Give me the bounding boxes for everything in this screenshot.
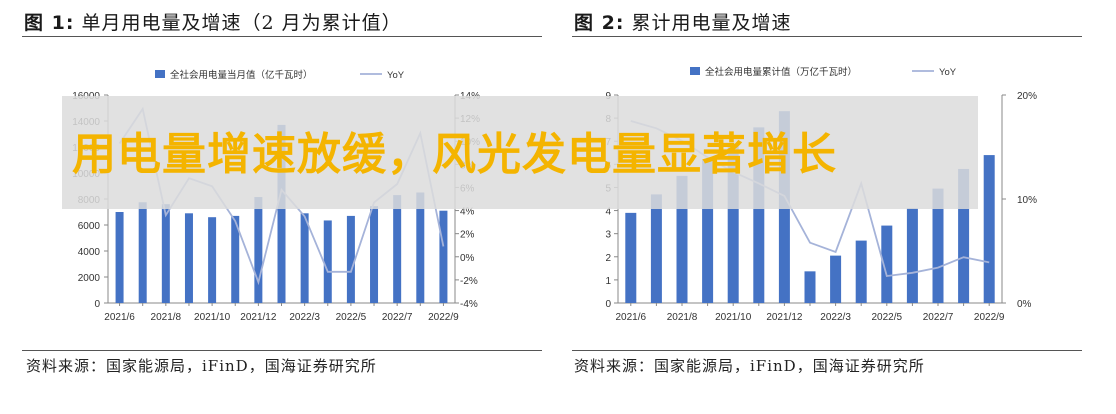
overlay-banner [62, 96, 978, 209]
chart1-x-tick-label: 2022/3 [289, 312, 320, 323]
chart2-right-tick-label: 20% [1017, 91, 1037, 102]
chart2-bar-2022-9 [983, 155, 995, 303]
overlay-headline: 用电量增速放缓，风光发电量显著增长 [72, 129, 837, 180]
chart2-bar-2021-10 [727, 143, 739, 303]
chart1-x-tick-label: 2022/5 [336, 312, 367, 323]
chart1-right-tick-label: 2% [460, 230, 475, 241]
chart2-right-tick-label: 10% [1017, 195, 1037, 206]
chart2-left-tick-label: 0 [605, 299, 611, 310]
figure2-title: 图 2: 累计用电量及增速 [574, 8, 792, 35]
chart2-x-tick-label: 2021/8 [667, 312, 698, 323]
chart1-bar-2021-11 [231, 215, 240, 303]
figure2-bottom-rule [572, 350, 1082, 351]
chart2-bar-2022-2 [804, 271, 816, 303]
figure1-title-prefix: 图 1: [24, 12, 75, 34]
chart2-bar-2022-3 [830, 255, 842, 303]
chart2-x-tick-label: 2022/9 [974, 312, 1005, 323]
chart1-legend-bar-swatch [155, 70, 165, 78]
figure2-title-prefix: 图 2: [574, 12, 625, 34]
chart1-bar-2022-8 [416, 192, 425, 303]
chart1-x-tick-label: 2021/8 [151, 312, 182, 323]
chart2-x-tick-label: 2021/12 [766, 312, 803, 323]
chart1-bar-2022-5 [346, 215, 355, 303]
chart2-left-tick-label: 3 [605, 230, 611, 241]
chart1-bar-2021-8 [161, 204, 170, 303]
chart2-bar-2021-11 [753, 127, 765, 303]
chart1-bar-2022-3 [300, 213, 309, 303]
chart1-x-tick-label: 2021/10 [194, 312, 231, 323]
figure1-top-rule [22, 36, 542, 37]
figure1-bottom-rule [22, 350, 542, 351]
chart1-x-tick-label: 2022/9 [428, 312, 459, 323]
chart2-bar-2021-7 [650, 194, 662, 303]
chart2-x-tick-label: 2021/6 [616, 312, 647, 323]
chart1-right-tick-label: 0% [460, 253, 475, 264]
chart2-legend-bar-label: 全社会用电量累计值（万亿千瓦时） [705, 66, 857, 78]
chart2-bar-2021-8 [676, 175, 688, 303]
chart2-x-tick-label: 2022/5 [872, 312, 903, 323]
chart1-bar-2021-7 [138, 202, 147, 303]
chart1-left-tick-label: 4000 [78, 247, 101, 258]
figure1-title-text: 单月用电量及增速（2 月为累计值） [81, 12, 402, 34]
chart1-bar-2022-2 [277, 124, 286, 304]
figure2-title-text: 累计用电量及增速 [631, 12, 792, 34]
chart1-legend-line-label: YoY [387, 70, 405, 81]
chart1-left-tick-label: 0 [94, 299, 100, 310]
chart2-x-tick-label: 2021/10 [715, 312, 752, 323]
chart2-left-tick-label: 4 [605, 207, 611, 218]
chart2-bar-2022-8 [958, 168, 970, 303]
chart2-left-tick-label: 2 [605, 253, 611, 264]
chart2-bar-2022-4 [855, 240, 867, 303]
chart2-right-tick-label: 0% [1017, 299, 1032, 310]
chart1-bar-2021-9 [184, 213, 193, 303]
chart1-right-tick-label: 4% [460, 207, 475, 218]
chart2-legend-bar-swatch [690, 67, 700, 75]
figure2-top-rule [572, 36, 1082, 37]
chart1-bar-2022-9 [439, 210, 448, 303]
chart2-legend-line-label: YoY [939, 67, 957, 78]
chart1-bar-2021-12 [254, 197, 263, 303]
chart1-bar-2021-10 [208, 217, 217, 303]
chart1-x-tick-label: 2021/12 [240, 312, 277, 323]
figure1-source: 资料来源：国家能源局，iFinD，国海证券研究所 [26, 357, 377, 375]
chart2-bar-2021-9 [702, 159, 714, 303]
chart1-left-tick-label: 2000 [78, 273, 101, 284]
chart2-bar-2022-5 [881, 225, 893, 303]
chart2-x-tick-label: 2022/7 [923, 312, 954, 323]
chart1-bar-2022-4 [323, 220, 332, 303]
figure2-source: 资料来源：国家能源局，iFinD，国海证券研究所 [574, 357, 925, 375]
chart1-bar-2022-7 [393, 195, 402, 303]
chart1-bar-2022-6 [370, 206, 379, 303]
chart2-left-tick-label: 1 [605, 276, 611, 287]
chart1-x-tick-label: 2022/7 [382, 312, 413, 323]
chart1-x-tick-label: 2021/6 [104, 312, 135, 323]
chart1-legend-bar-label: 全社会用电量当月值（亿千瓦时） [170, 69, 313, 81]
chart2-bar-2021-6 [625, 212, 637, 303]
chart1-left-tick-label: 6000 [78, 221, 101, 232]
chart2-bar-2022-7 [932, 188, 944, 303]
chart1-bar-2021-6 [115, 212, 124, 303]
chart2-x-tick-label: 2022/3 [820, 312, 851, 323]
chart2-bar-2022-6 [906, 208, 918, 303]
figure1-title: 图 1: 单月用电量及增速（2 月为累计值） [24, 8, 402, 35]
chart1-right-tick-label: -2% [460, 276, 478, 287]
chart1-right-tick-label: -4% [460, 299, 478, 310]
